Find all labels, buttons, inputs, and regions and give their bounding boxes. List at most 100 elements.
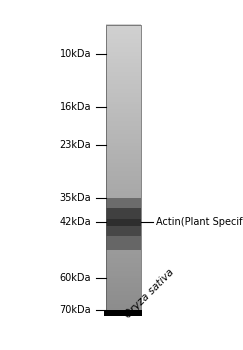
- Text: 10kDa: 10kDa: [60, 49, 91, 59]
- Text: Oryza sativa: Oryza sativa: [123, 267, 176, 320]
- Bar: [106, 62, 141, 63]
- Text: 42kDa: 42kDa: [60, 217, 91, 227]
- Bar: [106, 51, 141, 53]
- Bar: [106, 37, 141, 39]
- Bar: [106, 97, 141, 99]
- Bar: [106, 290, 141, 291]
- Bar: [106, 201, 141, 203]
- Bar: [106, 102, 141, 103]
- Bar: [106, 295, 141, 297]
- Bar: [106, 147, 141, 149]
- Bar: [106, 119, 141, 120]
- Bar: [106, 75, 141, 76]
- Bar: [106, 190, 141, 191]
- Bar: [106, 198, 141, 200]
- Bar: [106, 283, 141, 284]
- Bar: [106, 82, 141, 83]
- Bar: [106, 116, 141, 117]
- Bar: [106, 286, 141, 287]
- Bar: [106, 63, 141, 64]
- Bar: [106, 241, 141, 243]
- Bar: [106, 86, 141, 87]
- Bar: [106, 120, 141, 121]
- Bar: [106, 229, 141, 230]
- Bar: [106, 106, 141, 107]
- Text: 60kDa: 60kDa: [60, 273, 91, 283]
- Bar: [106, 55, 141, 56]
- Bar: [106, 76, 141, 77]
- Bar: [106, 248, 141, 250]
- Bar: [106, 236, 141, 237]
- Bar: [106, 193, 141, 194]
- Bar: [106, 306, 141, 307]
- Bar: [106, 307, 141, 308]
- Bar: [106, 278, 141, 280]
- Bar: [106, 108, 141, 110]
- Bar: [106, 140, 141, 141]
- Bar: [106, 294, 141, 295]
- Bar: [106, 287, 141, 288]
- Bar: [106, 221, 141, 223]
- Bar: [106, 281, 141, 283]
- Bar: [106, 25, 141, 26]
- Bar: [106, 184, 141, 186]
- Bar: [106, 186, 141, 187]
- Bar: [106, 170, 141, 172]
- Bar: [106, 243, 141, 244]
- Bar: [106, 46, 141, 47]
- Bar: [106, 130, 141, 132]
- Bar: [106, 35, 141, 36]
- Bar: [106, 163, 141, 164]
- Bar: [106, 113, 141, 114]
- Bar: [106, 191, 141, 193]
- Bar: [106, 79, 141, 80]
- Bar: [106, 253, 141, 254]
- Bar: [106, 159, 141, 160]
- Bar: [106, 69, 141, 70]
- Bar: [106, 194, 141, 196]
- Bar: [106, 134, 141, 136]
- Bar: [106, 99, 141, 100]
- Bar: [106, 208, 141, 219]
- Bar: [106, 226, 141, 227]
- Bar: [106, 187, 141, 189]
- Bar: [106, 213, 141, 214]
- Bar: [106, 157, 141, 159]
- Bar: [106, 126, 141, 127]
- Bar: [106, 297, 141, 298]
- Bar: [106, 40, 141, 42]
- Bar: [106, 127, 141, 128]
- Bar: [106, 128, 141, 130]
- Bar: [106, 180, 141, 181]
- Bar: [106, 257, 141, 258]
- Bar: [106, 304, 141, 306]
- Bar: [106, 32, 141, 33]
- Bar: [106, 83, 141, 84]
- Bar: [106, 207, 141, 209]
- Bar: [106, 223, 141, 224]
- Text: 70kDa: 70kDa: [60, 305, 91, 315]
- Bar: [106, 164, 141, 166]
- Bar: [106, 258, 141, 260]
- Bar: [106, 136, 141, 137]
- Bar: [106, 256, 141, 257]
- Text: 16kDa: 16kDa: [60, 102, 91, 112]
- Bar: [106, 172, 141, 173]
- Bar: [106, 189, 141, 190]
- Bar: [106, 104, 141, 106]
- Bar: [106, 96, 141, 97]
- Bar: [106, 291, 141, 293]
- Bar: [106, 33, 141, 35]
- Bar: [106, 219, 141, 226]
- Bar: [106, 177, 141, 178]
- Bar: [106, 174, 141, 176]
- Bar: [106, 230, 141, 231]
- Bar: [106, 260, 141, 261]
- Bar: [106, 264, 141, 266]
- Bar: [106, 209, 141, 210]
- Bar: [106, 308, 141, 310]
- Bar: [106, 254, 141, 256]
- Bar: [106, 107, 141, 108]
- Bar: [106, 220, 141, 221]
- Bar: [106, 218, 141, 220]
